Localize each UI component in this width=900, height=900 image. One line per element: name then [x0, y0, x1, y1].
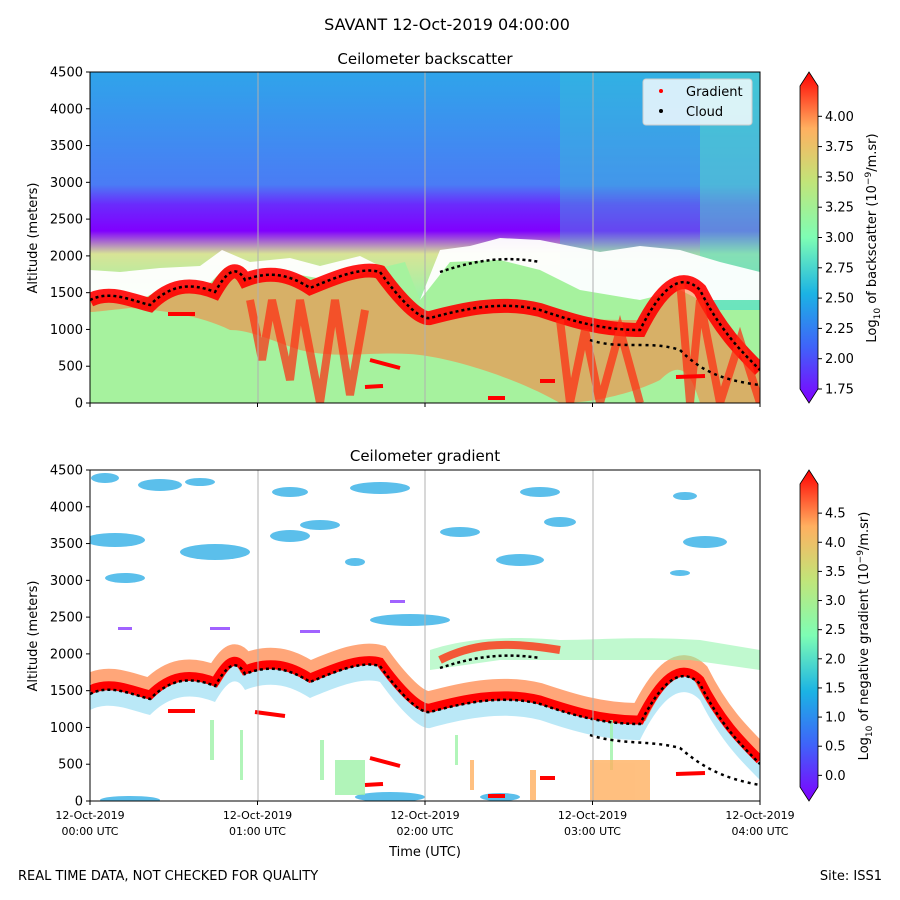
y-tick-label: 500	[58, 758, 83, 773]
y-tick-label: 3000	[50, 176, 83, 191]
quality-note: REAL TIME DATA, NOT CHECKED FOR QUALITY	[18, 869, 319, 884]
site-label: Site: ISS1	[819, 869, 882, 884]
x-tick-label-time: 00:00 UTC	[61, 825, 118, 838]
gradient-title: Ceilometer gradient	[350, 447, 500, 465]
y-tick-label: 3000	[50, 574, 83, 589]
colorbar-tick-label: 3.25	[825, 201, 854, 216]
gradient-colorbar-label: Log10 of negative gradient (10−9/m.sr)	[856, 512, 875, 761]
y-tick-label: 500	[58, 360, 83, 375]
y-tick-label: 3500	[50, 537, 83, 552]
backscatter-heatmap	[90, 72, 760, 403]
y-tick-label: 1000	[50, 323, 83, 338]
colorbar-tick-label: 4.5	[825, 507, 846, 522]
x-tick-label-time: 01:00 UTC	[229, 825, 286, 838]
gradient-ylabel: Altitude (meters)	[26, 581, 41, 692]
colorbar-tick-label: 2.00	[825, 352, 854, 367]
gradient-heatmap	[90, 470, 760, 801]
legend-gradient-marker	[659, 89, 663, 93]
colorbar-tick-label: 0.0	[825, 769, 846, 784]
gradient-xlabel: Time (UTC)	[388, 845, 461, 860]
backscatter-panel: Ceilometer backscatter 0 500 1000 1500 2000 2…	[26, 50, 883, 412]
y-tick-label: 0	[75, 397, 83, 412]
gradient-panel: Ceilometer gradient	[26, 447, 875, 860]
x-tick-label-time: 03:00 UTC	[564, 825, 621, 838]
y-tick-label: 2500	[50, 213, 83, 228]
legend-cloud-marker	[659, 109, 663, 113]
x-tick-label-date: 12-Oct-2019	[558, 809, 627, 822]
gradient-colorbar: 0.0 0.5 1.0 1.5 2.0 2.5 3.0 3.5 4.0 4.5 Log10 of …	[799, 469, 875, 802]
gradient-y-axis: 0 500 1000 1500 2000 2500 3000 3500 4000 4500	[50, 464, 90, 810]
x-tick-label-time: 02:00 UTC	[396, 825, 453, 838]
colorbar-tick-label: 1.5	[825, 681, 846, 696]
x-tick-label-date: 12-Oct-2019	[390, 809, 459, 822]
colorbar-tick-label: 1.0	[825, 711, 846, 726]
colorbar-tick-label: 2.25	[825, 322, 854, 337]
figure-title: SAVANT 12-Oct-2019 04:00:00	[324, 15, 570, 34]
colorbar-tick-label: 2.5	[825, 623, 846, 638]
colorbar-tick-label: 3.00	[825, 231, 854, 246]
backscatter-x-axis	[89, 403, 761, 407]
x-tick-label-date: 12-Oct-2019	[725, 809, 794, 822]
backscatter-legend: Gradient Cloud	[642, 78, 753, 126]
legend-cloud-label: Cloud	[686, 105, 723, 120]
x-tick-label-time: 04:00 UTC	[731, 825, 788, 838]
y-tick-label: 1500	[50, 286, 83, 301]
legend-gradient-label: Gradient	[686, 85, 743, 100]
colorbar-tick-label: 3.75	[825, 140, 854, 155]
y-tick-label: 4000	[50, 102, 83, 117]
colorbar-tick-label: 4.00	[825, 110, 854, 125]
y-tick-label: 2000	[50, 647, 83, 662]
y-tick-label: 2500	[50, 611, 83, 626]
y-tick-label: 4000	[50, 500, 83, 515]
y-tick-label: 4500	[50, 66, 83, 81]
colorbar-tick-label: 2.50	[825, 292, 854, 307]
colorbar-tick-label: 3.5	[825, 565, 846, 580]
backscatter-colorbar: 1.75 2.00 2.25 2.50 2.75 3.00 3.25 3.50 3.75 4.00…	[799, 71, 883, 404]
y-tick-label: 2000	[50, 249, 83, 264]
colorbar-tick-label: 3.50	[825, 170, 854, 185]
colorbar-tick-label: 3.0	[825, 594, 846, 609]
gradient-colorbar-ticks: 0.0 0.5 1.0 1.5 2.0 2.5 3.0 3.5 4.0 4.5	[818, 507, 846, 784]
backscatter-colorbar-label: Log10 of backscatter (10−9/m.sr)	[864, 133, 883, 342]
colorbar-tick-label: 0.5	[825, 740, 846, 755]
x-tick-label-date: 12-Oct-2019	[55, 809, 124, 822]
backscatter-ylabel: Altitude (meters)	[26, 183, 41, 294]
backscatter-y-axis: 0 500 1000 1500 2000 2500 3000 3500 4000 4500	[50, 66, 90, 412]
y-tick-label: 1500	[50, 684, 83, 699]
x-tick-label-date: 12-Oct-2019	[223, 809, 292, 822]
colorbar-tick-label: 4.0	[825, 536, 846, 551]
backscatter-title: Ceilometer backscatter	[337, 50, 513, 68]
gradient-x-axis: 12-Oct-2019 00:00 UTC 12-Oct-2019 01:00 UTC…	[55, 801, 795, 838]
colorbar-tick-label: 2.0	[825, 652, 846, 667]
y-tick-label: 3500	[50, 139, 83, 154]
y-tick-label: 1000	[50, 721, 83, 736]
y-tick-label: 0	[75, 795, 83, 810]
colorbar-tick-label: 2.75	[825, 261, 854, 276]
backscatter-colorbar-ticks: 1.75 2.00 2.25 2.50 2.75 3.00 3.25 3.50 3.75 4.00	[818, 110, 854, 398]
y-tick-label: 4500	[50, 464, 83, 479]
colorbar-tick-label: 1.75	[825, 383, 854, 398]
